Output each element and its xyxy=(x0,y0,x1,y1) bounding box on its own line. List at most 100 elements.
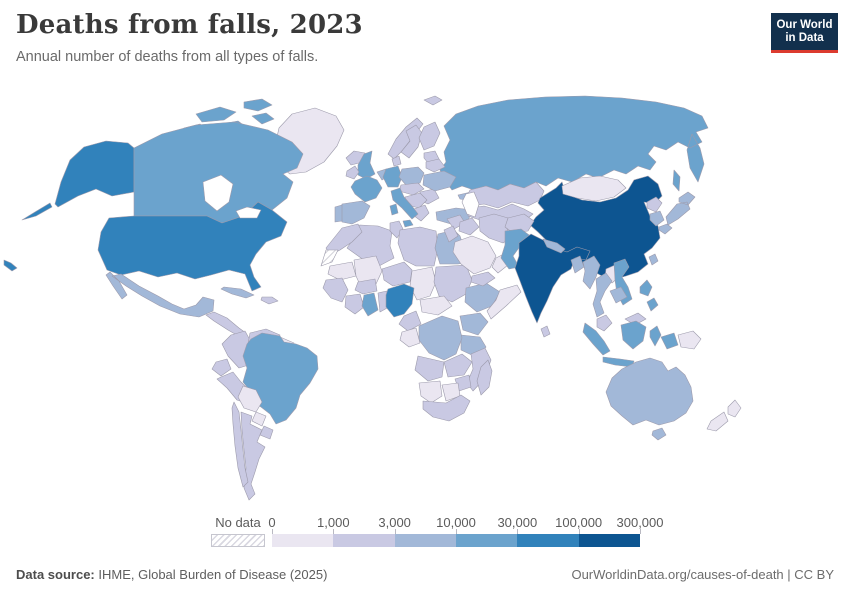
country-usa-alaska[interactable] xyxy=(21,140,135,221)
country-papua-new-guinea[interactable] xyxy=(677,330,702,350)
country-ghana[interactable] xyxy=(361,292,379,317)
country-sweden[interactable] xyxy=(400,124,423,159)
country-russia[interactable] xyxy=(439,95,709,192)
legend-swatch[interactable] xyxy=(394,534,456,547)
legend-tick-mark xyxy=(456,529,457,534)
country-china[interactable] xyxy=(529,175,663,281)
hudson-bay xyxy=(202,174,234,212)
country-saudi-arabia[interactable] xyxy=(452,235,497,275)
country-congo-gabon[interactable] xyxy=(399,327,421,348)
country-kenya-uganda[interactable] xyxy=(459,312,489,336)
country-france[interactable] xyxy=(350,175,383,203)
data-source-label: Data source: xyxy=(16,567,95,582)
country-nigeria[interactable] xyxy=(385,283,415,318)
great-lakes xyxy=(235,206,262,219)
country-pakistan[interactable] xyxy=(500,228,530,270)
country-madagascar[interactable] xyxy=(476,359,493,396)
country-cambodia[interactable] xyxy=(609,286,628,304)
country-sri-lanka[interactable] xyxy=(540,325,551,338)
country-car-south-sudan[interactable] xyxy=(419,295,453,316)
country-south-korea[interactable] xyxy=(649,210,665,227)
country-burkina-faso[interactable] xyxy=(354,278,378,295)
country-west-africa[interactable] xyxy=(322,277,349,303)
country-cuba[interactable] xyxy=(220,286,255,299)
country-indonesia[interactable] xyxy=(582,320,679,368)
legend-swatch[interactable] xyxy=(272,534,334,547)
legend-tick-mark xyxy=(333,529,335,534)
country-angola[interactable] xyxy=(414,355,445,382)
country-germany[interactable] xyxy=(382,165,403,188)
country-western-sahara[interactable] xyxy=(320,249,339,267)
legend-tick-label: 3,000 xyxy=(378,515,411,530)
country-afghanistan[interactable] xyxy=(504,213,535,234)
country-poland[interactable] xyxy=(398,166,425,186)
country-tasmania[interactable] xyxy=(651,427,667,441)
country-niger[interactable] xyxy=(381,261,413,287)
country-ireland[interactable] xyxy=(345,165,360,180)
country-belarus[interactable] xyxy=(425,158,446,173)
legend-swatch[interactable] xyxy=(455,534,518,547)
country-hispaniola[interactable] xyxy=(260,296,279,305)
country-iraq[interactable] xyxy=(458,217,480,236)
owid-logo[interactable]: Our World in Data xyxy=(771,13,838,53)
legend-swatch[interactable] xyxy=(333,534,395,547)
country-chile[interactable] xyxy=(231,401,249,488)
country-new-zealand[interactable] xyxy=(706,399,742,432)
legend-no-data-label: No data xyxy=(215,515,261,530)
legend-tick-label: 100,000 xyxy=(555,515,603,530)
country-portugal[interactable] xyxy=(334,204,343,223)
country-jordan-israel[interactable] xyxy=(443,225,459,243)
legend-tick-mark xyxy=(272,529,273,534)
attribution-link[interactable]: OurWorldinData.org/causes-of-death | CC … xyxy=(571,567,834,582)
country-nepal[interactable] xyxy=(542,238,566,254)
country-chad[interactable] xyxy=(409,266,437,301)
owid-logo-line2: in Data xyxy=(785,31,824,44)
country-mexico[interactable] xyxy=(105,271,215,318)
country-libya[interactable] xyxy=(397,226,439,267)
country-namibia[interactable] xyxy=(418,380,443,404)
country-thailand[interactable] xyxy=(592,272,613,318)
legend-no-data-swatch[interactable] xyxy=(211,534,265,547)
country-morocco[interactable] xyxy=(325,223,363,256)
country-uk[interactable] xyxy=(357,150,376,180)
legend-swatch[interactable] xyxy=(517,534,579,547)
country-drc[interactable] xyxy=(418,315,463,361)
country-yemen[interactable] xyxy=(470,271,496,287)
country-cameroon[interactable] xyxy=(398,310,422,332)
country-denmark[interactable] xyxy=(391,155,402,167)
caspian-sea xyxy=(461,191,480,218)
map-legend: No data 0 1,000 3,000 10,000 30,000 100,000 30… xyxy=(0,512,850,558)
country-finland[interactable] xyxy=(418,121,441,151)
country-mongolia[interactable] xyxy=(561,175,627,202)
legend-tick-label: 0 xyxy=(268,515,276,530)
country-zambia[interactable] xyxy=(443,353,473,378)
country-philippines[interactable] xyxy=(639,279,659,312)
footer: Data source: IHME, Global Burden of Dise… xyxy=(16,567,834,582)
country-south-africa[interactable] xyxy=(422,394,471,422)
country-japan[interactable] xyxy=(658,191,696,235)
country-italy[interactable] xyxy=(389,187,419,228)
country-svalbard[interactable] xyxy=(423,95,443,106)
country-paraguay[interactable] xyxy=(251,411,267,427)
country-usa[interactable] xyxy=(97,201,288,292)
world-choropleth-map xyxy=(3,95,742,501)
country-australia[interactable] xyxy=(605,357,694,426)
country-ecuador[interactable] xyxy=(211,358,232,377)
country-myanmar[interactable] xyxy=(582,255,601,290)
country-taiwan[interactable] xyxy=(648,253,659,266)
page-subtitle: Annual number of deaths from all types o… xyxy=(16,49,319,65)
legend-tick-mark xyxy=(578,529,580,534)
country-mauritania[interactable] xyxy=(327,261,357,281)
country-spain[interactable] xyxy=(340,200,371,225)
country-uruguay[interactable] xyxy=(259,425,274,440)
legend-tick-label: 30,000 xyxy=(497,515,538,530)
country-somalia[interactable] xyxy=(486,284,522,320)
data-source-text: IHME, Global Burden of Disease (2025) xyxy=(94,567,328,582)
legend-swatch[interactable] xyxy=(578,534,640,547)
legend-bar xyxy=(272,534,640,547)
country-north-korea[interactable] xyxy=(646,196,663,213)
country-ukraine[interactable] xyxy=(422,170,457,192)
country-usa-hawaii[interactable] xyxy=(3,259,18,272)
country-ivory-coast[interactable] xyxy=(344,293,365,315)
